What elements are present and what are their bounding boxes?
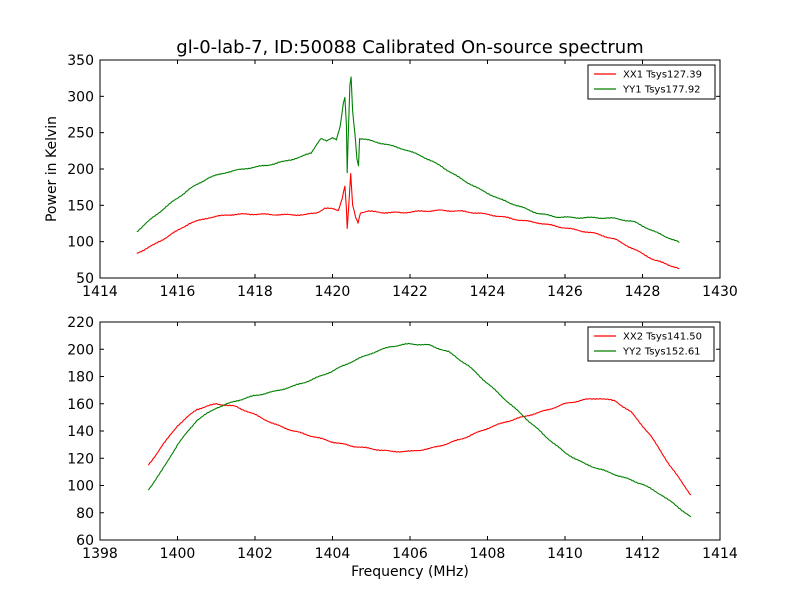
legend-label-2: YY2 Tsys152.61 bbox=[622, 347, 701, 358]
x-tick-label: 1418 bbox=[237, 284, 273, 300]
x-tick-label: 1410 bbox=[547, 546, 583, 562]
x-tick-label: 1408 bbox=[470, 546, 506, 562]
x-tick-label: 1414 bbox=[702, 546, 738, 562]
x-tick-label: 1420 bbox=[315, 284, 351, 300]
y-tick-label: 250 bbox=[67, 126, 94, 142]
x-tick-label: 1416 bbox=[160, 284, 196, 300]
y-tick-label: 100 bbox=[67, 235, 94, 251]
y-tick-label: 180 bbox=[67, 370, 94, 386]
legend: XX2 Tsys141.50 YY2 Tsys152.61 bbox=[587, 326, 715, 362]
series-line-1-1 bbox=[136, 173, 680, 270]
y-tick-label: 220 bbox=[67, 315, 94, 331]
y-axis-label: Power in Kelvin bbox=[44, 116, 60, 222]
y-tick-label: 160 bbox=[67, 397, 94, 413]
series-line-2-1 bbox=[147, 398, 692, 496]
legend-label-2: YY1 Tsys177.92 bbox=[622, 85, 701, 96]
top-panel: 1414 1416 1418 1420 1422 1424 1426 1428 1430 50 10… bbox=[44, 53, 738, 300]
x-tick-label: 1428 bbox=[625, 284, 661, 300]
x-tick-label: 1424 bbox=[470, 284, 506, 300]
x-tick-label: 1422 bbox=[392, 284, 428, 300]
bottom-panel: 1398 1400 1402 1404 1406 1408 1410 1412 1414 60 80… bbox=[67, 315, 738, 580]
legend-box bbox=[587, 64, 716, 100]
y-tick-label: 100 bbox=[67, 479, 94, 495]
x-tick-label: 1404 bbox=[315, 546, 351, 562]
legend-label-1: XX1 Tsys127.39 bbox=[623, 70, 702, 81]
y-tick-label: 60 bbox=[76, 533, 94, 549]
legend: XX1 Tsys127.39 YY1 Tsys177.92 bbox=[587, 64, 716, 100]
x-tick-label: 1406 bbox=[392, 546, 428, 562]
x-tick-label: 1400 bbox=[160, 546, 196, 562]
y-tick-label: 80 bbox=[76, 506, 94, 522]
y-tick-label: 300 bbox=[67, 89, 94, 105]
legend-box bbox=[587, 326, 715, 362]
legend-label-1: XX2 Tsys141.50 bbox=[623, 332, 702, 343]
y-tick-label: 50 bbox=[76, 271, 94, 287]
x-tick-label: 1430 bbox=[702, 284, 738, 300]
y-tick-label: 350 bbox=[67, 53, 94, 69]
x-tick-label: 1412 bbox=[625, 546, 661, 562]
y-tick-label: 140 bbox=[67, 424, 94, 440]
chart-title: gl-0-lab-7, ID:50088 Calibrated On-sourc… bbox=[176, 37, 643, 58]
x-tick-label: 1402 bbox=[237, 546, 273, 562]
series-line-1-2 bbox=[136, 76, 680, 243]
x-tick-label: 1414 bbox=[82, 284, 118, 300]
y-tick-label: 200 bbox=[67, 342, 94, 358]
y-tick-label: 120 bbox=[67, 451, 94, 467]
x-tick-label: 1398 bbox=[82, 546, 118, 562]
y-tick-label: 200 bbox=[67, 162, 94, 178]
y-tick-label: 150 bbox=[67, 198, 94, 214]
x-axis-label: Frequency (MHz) bbox=[351, 564, 469, 580]
x-tick-label: 1426 bbox=[547, 284, 583, 300]
series-line-2-2 bbox=[147, 342, 692, 518]
